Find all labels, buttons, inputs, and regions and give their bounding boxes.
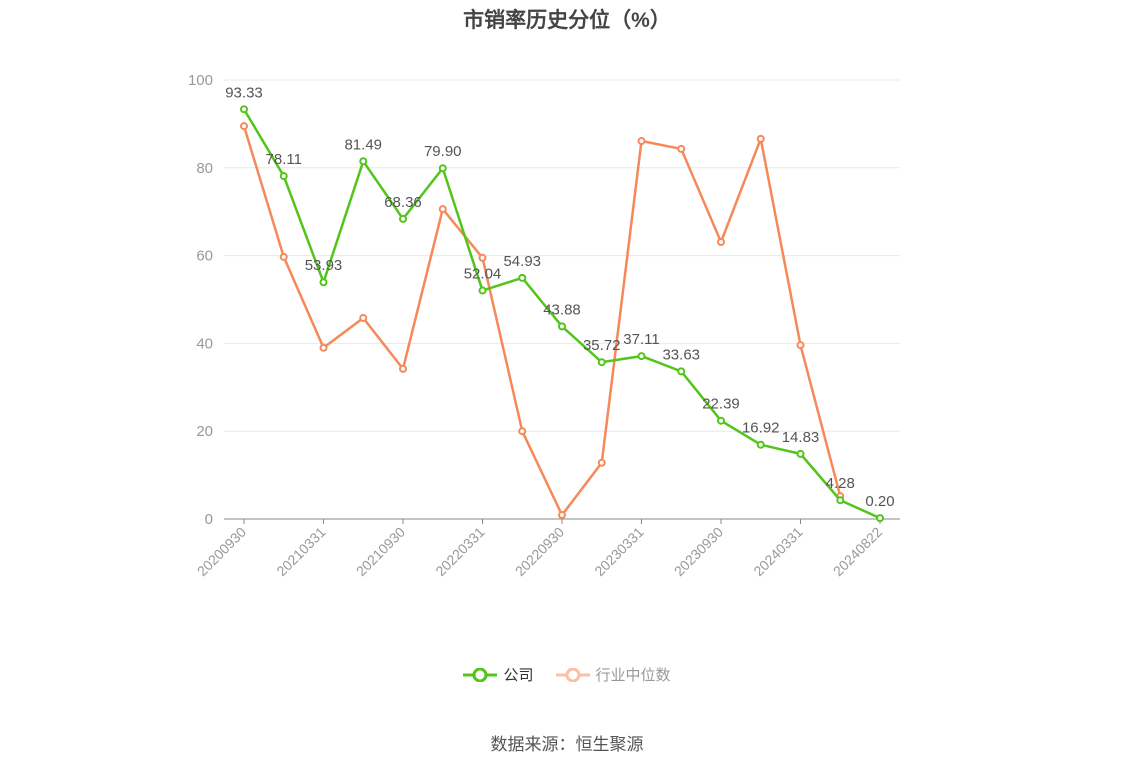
data-point	[796, 449, 805, 458]
data-label: 52.04	[464, 266, 502, 283]
x-tick-label: 20230930	[671, 524, 727, 580]
x-tick-label: 20220930	[512, 524, 568, 580]
data-label: 35.72	[583, 337, 621, 354]
data-point	[677, 144, 686, 153]
data-label: 79.90	[424, 143, 462, 160]
data-label: 4.28	[826, 475, 855, 492]
data-point	[279, 172, 288, 181]
data-point	[756, 134, 765, 143]
data-label: 81.49	[344, 136, 382, 153]
data-source: 数据来源：恒生聚源	[490, 735, 644, 754]
data-point	[637, 352, 646, 361]
data-point	[240, 122, 248, 131]
data-point	[438, 164, 447, 173]
data-point	[796, 341, 805, 350]
data-point	[478, 286, 487, 295]
legend-industry-icon	[555, 667, 590, 682]
data-point	[558, 511, 566, 520]
data-point	[279, 252, 288, 261]
data-point	[756, 440, 765, 449]
data-point	[637, 137, 646, 146]
legend-item-industry[interactable]: 行业中位数	[555, 664, 671, 685]
data-point	[518, 427, 527, 436]
x-tick-label: 20240331	[750, 524, 806, 580]
data-point	[359, 157, 368, 166]
line-chart: 0 20 40 60 80 100 20200930 20210331 20210930 2022…	[188, 72, 900, 580]
x-tick-label: 20220331	[432, 524, 488, 580]
data-label: 22.39	[702, 396, 740, 413]
data-label: 78.11	[266, 151, 302, 168]
data-label: 37.11	[623, 331, 659, 348]
legend-company-icon	[463, 667, 498, 682]
data-label: 33.63	[662, 346, 700, 363]
data-label: 43.88	[543, 301, 581, 318]
data-point	[876, 514, 884, 523]
x-tick-label: 20210331	[273, 524, 329, 580]
data-point	[438, 205, 447, 214]
data-point	[478, 253, 487, 262]
y-tick-label: 0	[205, 511, 213, 528]
data-label: 0.20	[865, 493, 894, 510]
y-tick-label: 40	[196, 335, 213, 352]
data-label: 53.93	[305, 257, 343, 274]
data-label: 68.36	[384, 194, 422, 211]
data-point	[399, 214, 407, 223]
data-label: 16.92	[742, 420, 780, 437]
legend-company-label: 公司	[503, 667, 534, 684]
data-point	[597, 358, 606, 367]
legend-industry-label: 行业中位数	[595, 667, 671, 684]
data-point	[518, 273, 527, 282]
x-tick-label: 20230331	[591, 524, 647, 580]
data-point	[717, 416, 725, 425]
data-label: 14.83	[782, 429, 820, 446]
data-point	[240, 105, 248, 114]
series-line-1	[242, 125, 842, 518]
data-label: 54.93	[503, 253, 541, 270]
data-point	[399, 364, 407, 373]
x-tick-label: 20210930	[353, 524, 409, 580]
data-point	[319, 278, 328, 287]
data-point	[836, 496, 845, 505]
data-point	[359, 313, 368, 322]
data-point	[677, 367, 686, 376]
y-tick-label: 60	[196, 248, 213, 265]
data-point	[558, 322, 566, 331]
y-tick-label: 100	[188, 72, 213, 89]
data-label: 93.33	[225, 84, 263, 101]
y-tick-label: 80	[196, 160, 213, 177]
y-tick-label: 20	[196, 423, 213, 440]
legend-item-company[interactable]: 公司	[463, 664, 534, 685]
data-point	[597, 458, 606, 467]
data-point	[319, 343, 328, 352]
legend: 公司 行业中位数	[0, 664, 1134, 685]
x-tick-label: 20240822	[830, 524, 886, 580]
chart-title: 市销率历史分位（%）	[463, 9, 671, 32]
x-tick-label: 20200930	[194, 524, 250, 580]
data-point	[717, 237, 725, 246]
